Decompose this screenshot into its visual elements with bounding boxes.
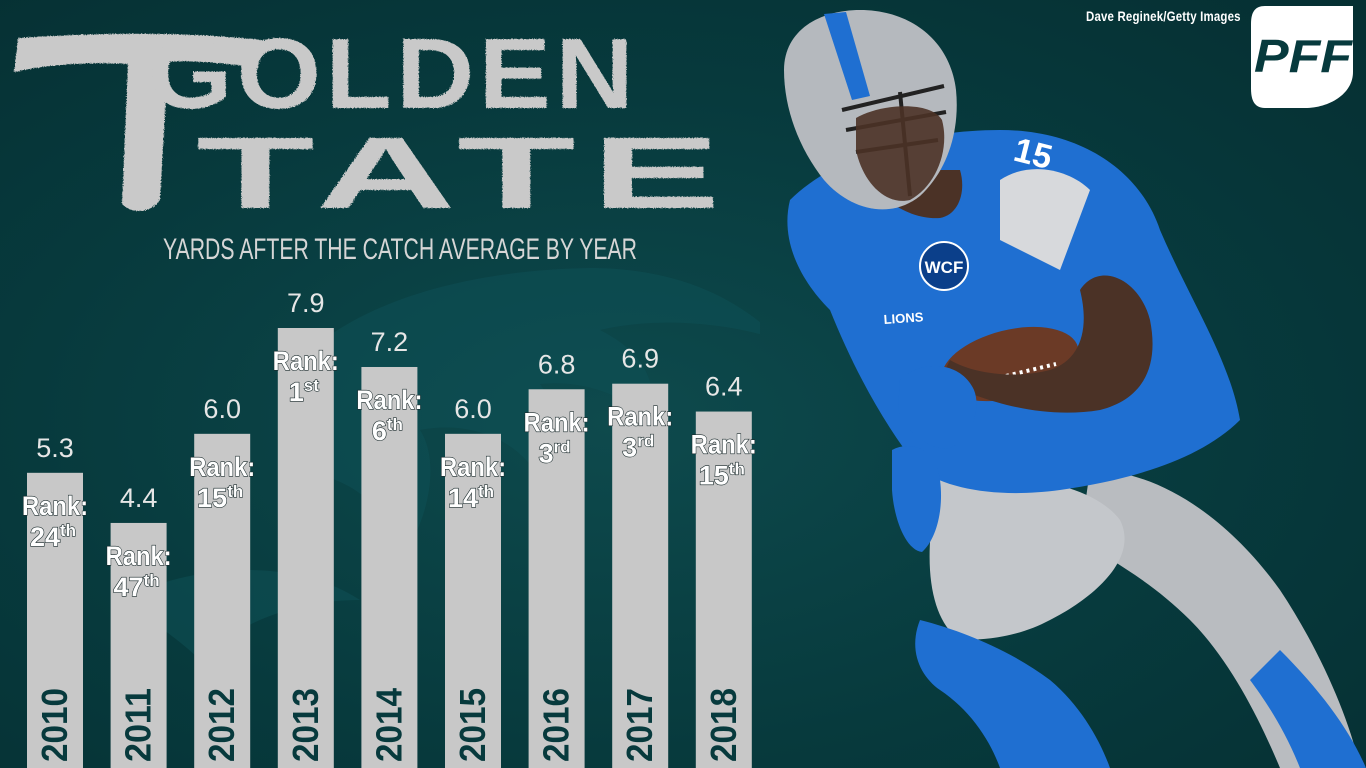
rank-label-2011: Rank: (106, 541, 172, 571)
rank-value-2011: 47th (114, 571, 160, 602)
value-label-2011: 4.4 (120, 483, 158, 513)
player-back-sock (1250, 650, 1366, 768)
rank-value-2017: 3rd (622, 432, 654, 463)
player-front-leg (929, 476, 1125, 640)
year-label-2012: 2012 (201, 688, 242, 762)
player-helmet-stripe (824, 12, 870, 100)
photo-credit: Dave Reginek/Getty Images (1086, 8, 1241, 24)
title-tate: TATE (196, 116, 736, 230)
value-label-2012: 6.0 (203, 394, 241, 424)
player-jersey-stripe (1000, 169, 1090, 270)
rank-value-2012: 15th (197, 482, 243, 513)
value-label-2010: 5.3 (36, 433, 74, 463)
year-label-2015: 2015 (452, 688, 493, 762)
rank-label-2014: Rank: (356, 385, 422, 415)
year-label-2011: 2011 (118, 688, 159, 762)
year-label-2018: 2018 (703, 688, 744, 762)
player-front-sock (915, 620, 1110, 768)
yac-chart: YARDS AFTER THE CATCH AVERAGE BY YEAR 5.… (21, 233, 760, 768)
pff-logo-text: PFF (1254, 30, 1354, 82)
bars-layer: 5.3Rank:24th20104.4Rank:47th20116.0Rank:… (21, 288, 757, 768)
value-label-2015: 6.0 (454, 394, 492, 424)
year-label-2014: 2014 (368, 688, 409, 762)
player-photo: 15 WCF LIONS (784, 10, 1366, 768)
bar-2016 (528, 389, 585, 768)
rank-label-2018: Rank: (691, 430, 757, 460)
pff-logo: PFF (1251, 6, 1354, 108)
chart-title: YARDS AFTER THE CATCH AVERAGE BY YEAR (163, 233, 637, 266)
bar-2011 (110, 522, 167, 768)
value-label-2014: 7.2 (371, 327, 409, 357)
value-label-2018: 6.4 (705, 372, 743, 402)
pff-logo-shield (1251, 6, 1353, 108)
bar-2013 (277, 328, 334, 768)
rank-label-2015: Rank: (440, 452, 506, 482)
bar-2018 (695, 411, 752, 768)
year-label-2013: 2013 (285, 688, 326, 762)
rank-value-2016: 3rd (539, 437, 571, 468)
player-patch (919, 241, 969, 291)
rank-value-2014: 6th (372, 415, 403, 446)
player-glove-upper (898, 366, 977, 449)
player-glove-lower (892, 445, 942, 552)
rank-label-2010: Rank: (22, 491, 88, 521)
player-team-wordmark: LIONS (883, 309, 924, 327)
value-label-2013: 7.9 (287, 288, 325, 318)
title-golden: GOLDEN (148, 18, 638, 130)
player-face (856, 106, 945, 201)
bar-2012 (194, 433, 251, 768)
rank-label-2012: Rank: (189, 452, 255, 482)
year-label-2010: 2010 (34, 688, 75, 762)
rank-value-2018: 15th (699, 460, 745, 491)
bar-2017 (612, 383, 669, 768)
value-label-2016: 6.8 (538, 349, 576, 379)
player-jersey-number: 15 (1010, 131, 1056, 177)
rank-value-2015: 14th (448, 482, 494, 513)
title-block: GOLDEN TATE (14, 18, 736, 230)
bar-2010 (27, 472, 83, 768)
rank-label-2016: Rank: (524, 407, 590, 437)
player-arm (940, 275, 1153, 413)
rank-value-2010: 24th (30, 521, 76, 552)
value-label-2017: 6.9 (621, 344, 659, 374)
bar-2014 (361, 366, 418, 768)
year-label-2017: 2017 (619, 688, 660, 762)
year-label-2016: 2016 (536, 688, 577, 762)
bar-2015 (445, 433, 501, 768)
player-patch-text: WCF (925, 258, 964, 277)
rank-label-2013: Rank: (273, 346, 339, 376)
title-brush-t (14, 33, 262, 212)
rank-label-2017: Rank: (607, 402, 673, 432)
rank-value-2013: 1st (289, 376, 319, 407)
